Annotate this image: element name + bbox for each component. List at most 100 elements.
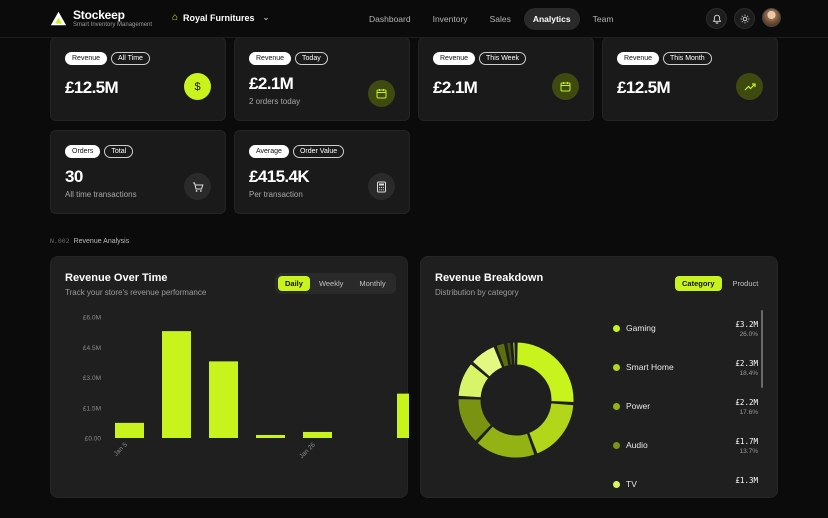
- nav-sales[interactable]: Sales: [489, 14, 511, 24]
- stat-card-revenue-all-time: Revenue All Time £12.5M $: [50, 37, 226, 121]
- legend-swatch: [613, 403, 620, 410]
- section-title: Revenue Analysis: [73, 238, 130, 245]
- donut-slice[interactable]: [495, 342, 510, 368]
- tab-product[interactable]: Product: [732, 279, 759, 288]
- user-avatar[interactable]: [762, 8, 781, 27]
- legend-swatch: [613, 325, 620, 332]
- bell-icon: [712, 14, 721, 24]
- tab-daily[interactable]: Daily: [278, 276, 310, 291]
- donut-slice[interactable]: [512, 341, 516, 366]
- store-selector[interactable]: ⌂ Royal Furnitures ⌄: [172, 12, 269, 23]
- legend-name: Power: [626, 401, 651, 411]
- stat-subtext: 2 orders today: [249, 97, 301, 106]
- section-number: N.002: [50, 237, 70, 245]
- stat-value: £2.1M: [433, 78, 478, 97]
- app-name: Stockeep: [73, 8, 125, 22]
- stat-card-revenue-this-month: Revenue This Month £12.5M: [602, 37, 778, 121]
- tab-weekly[interactable]: Weekly: [318, 279, 344, 288]
- x-tick-label: Jan 5: [113, 441, 129, 457]
- store-name: Royal Furnitures: [183, 12, 255, 23]
- nav-analytics[interactable]: Analytics: [523, 8, 580, 30]
- nav-inventory[interactable]: Inventory: [432, 14, 468, 24]
- donut-slice[interactable]: [476, 425, 536, 459]
- legend-value: £2.2M: [735, 398, 758, 407]
- stat-value: £12.5M: [65, 78, 119, 97]
- legend-item-smart-home: Smart Home £2.3M 18.4%: [612, 355, 758, 385]
- stat-subtext: All time transactions: [65, 190, 137, 199]
- panel-subtitle: Distribution by category: [435, 288, 519, 297]
- stat-period-pill: All Time: [111, 52, 150, 65]
- y-tick-label: £0.00: [85, 436, 102, 443]
- top-nav: Stockeep Smart Inventory Management ⌂ Ro…: [0, 0, 828, 38]
- legend-item-gaming: Gaming £3.2M 26.0%: [612, 316, 758, 346]
- y-tick-label: £3.0M: [83, 375, 101, 382]
- legend-name: TV: [626, 479, 637, 488]
- revenue-bar[interactable]: [209, 361, 238, 438]
- legend-name: Smart Home: [626, 362, 674, 372]
- legend-swatch: [613, 481, 620, 488]
- stat-value: £12.5M: [617, 78, 671, 97]
- section-label: N.002 Revenue Analysis: [50, 237, 129, 245]
- calculator-icon: [368, 173, 395, 200]
- stat-card-orders-total: Orders Total 30 All time transactions: [50, 130, 226, 214]
- legend-value: £1.7M: [735, 437, 758, 446]
- legend-item-tv: TV £1.3M: [612, 472, 758, 488]
- panel-title: Revenue Over Time: [65, 272, 168, 284]
- y-tick-label: £1.5M: [83, 405, 101, 412]
- sun-icon: [740, 14, 749, 23]
- revenue-bar[interactable]: [256, 434, 285, 438]
- donut-slice[interactable]: [506, 341, 514, 367]
- legend-percent: 18.4%: [739, 370, 758, 377]
- stat-card-revenue-today: Revenue Today £2.1M 2 orders today: [234, 37, 410, 121]
- breakdown-toggle: Category Product: [675, 276, 765, 291]
- legend-value: £3.2M: [735, 320, 758, 329]
- revenue-bar[interactable]: [115, 422, 144, 438]
- tab-monthly[interactable]: Monthly: [359, 279, 386, 288]
- revenue-over-time-panel: Revenue Over Time Track your store's rev…: [50, 256, 409, 498]
- legend-swatch: [613, 442, 620, 449]
- stat-card-revenue-this-week: Revenue This Week £2.1M: [418, 37, 594, 121]
- legend-value: £2.3M: [735, 359, 758, 368]
- legend-item-power: Power £2.2M 17.6%: [612, 394, 758, 424]
- notifications-button[interactable]: [706, 8, 727, 29]
- logo[interactable]: Stockeep Smart Inventory Management: [50, 9, 152, 28]
- tab-category[interactable]: Category: [675, 276, 722, 291]
- donut-slice[interactable]: [528, 402, 575, 455]
- stat-value: £2.1M: [249, 74, 294, 93]
- y-tick-label: £4.5M: [83, 345, 101, 352]
- breakdown-legend[interactable]: Gaming £3.2M 26.0% Smart Home £2.3M 18.4% Po…: [612, 316, 762, 488]
- stat-value: £415.4K: [249, 167, 310, 186]
- stat-pill: Revenue: [249, 52, 292, 65]
- stat-period-pill: Total: [104, 145, 134, 158]
- triangle-logo-icon: [50, 11, 67, 26]
- panel-title: Revenue Breakdown: [435, 272, 544, 284]
- stat-value: 30: [65, 167, 83, 186]
- x-tick-label: Jan 26: [298, 441, 317, 460]
- stat-period-pill: Today: [295, 52, 328, 65]
- calendar-icon: [552, 73, 579, 100]
- stat-card-average-order-value: Average Order Value £415.4K Per transacti…: [234, 130, 410, 214]
- revenue-bar[interactable]: [397, 393, 409, 438]
- legend-swatch: [613, 364, 620, 371]
- legend-item-audio: Audio £1.7M 13.7%: [612, 433, 758, 463]
- stat-pill: Revenue: [617, 52, 660, 65]
- revenue-bar[interactable]: [162, 331, 191, 438]
- legend-percent: 13.7%: [739, 448, 758, 455]
- nav-dashboard[interactable]: Dashboard: [369, 14, 411, 24]
- stat-pill: Orders: [65, 145, 101, 158]
- donut-slice[interactable]: [516, 341, 575, 404]
- stat-pill: Revenue: [433, 52, 476, 65]
- calendar-icon: [368, 80, 395, 107]
- donut-slice[interactable]: [457, 362, 490, 399]
- revenue-bar[interactable]: [303, 431, 332, 438]
- theme-toggle-button[interactable]: [734, 8, 755, 29]
- legend-scrollbar[interactable]: [761, 310, 763, 388]
- timeframe-toggle: Daily Weekly Monthly: [275, 273, 396, 294]
- legend-percent: 17.6%: [739, 409, 758, 416]
- donut-slice[interactable]: [471, 345, 504, 378]
- revenue-bar-chart: £0.00 £1.5M £3.0M £4.5M £6.0M Jan 5 Jan 26: [83, 315, 409, 460]
- donut-slice[interactable]: [457, 398, 493, 443]
- nav-team[interactable]: Team: [592, 14, 614, 24]
- panel-subtitle: Track your store's revenue performance: [65, 288, 207, 297]
- dollar-icon: $: [184, 73, 211, 100]
